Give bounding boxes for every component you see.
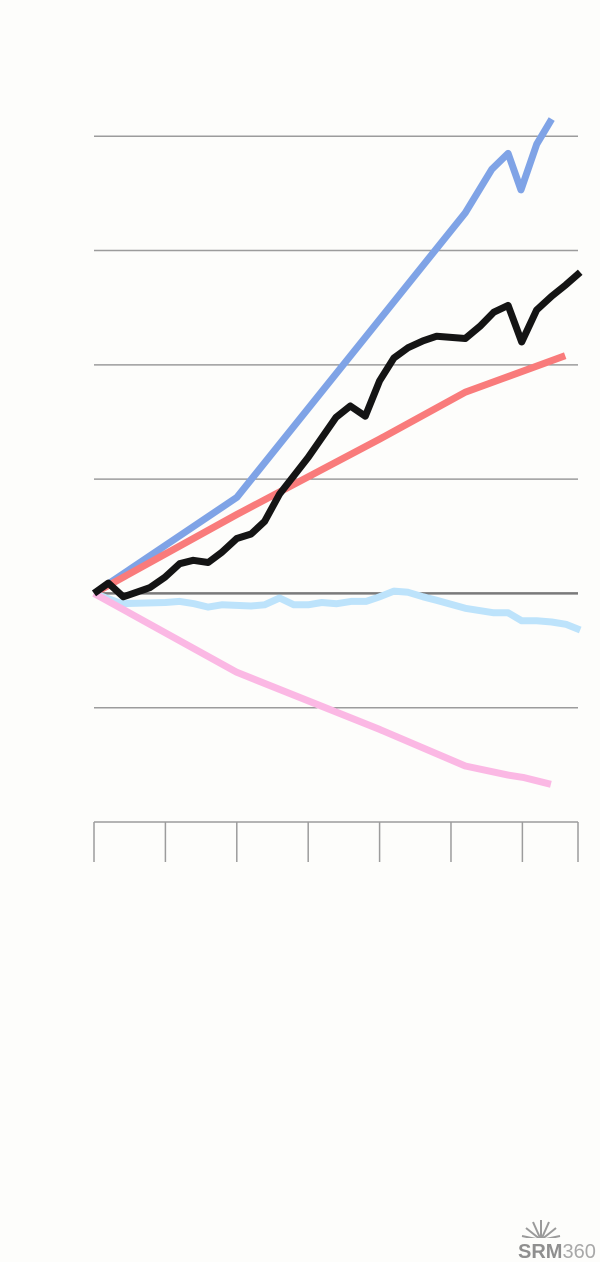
series-line: [92, 352, 567, 597]
logo-gap: [518, 1238, 566, 1242]
logo: SRM360: [518, 1220, 596, 1262]
series-line: [92, 587, 582, 634]
series-line: [92, 117, 555, 597]
series-line: [92, 590, 552, 788]
logo-strong: SRM: [518, 1241, 562, 1262]
logo-text: SRM360: [518, 1241, 596, 1262]
logo-light: 360: [562, 1241, 595, 1262]
logo-icon: [521, 1220, 561, 1241]
series-line: [91, 269, 583, 601]
